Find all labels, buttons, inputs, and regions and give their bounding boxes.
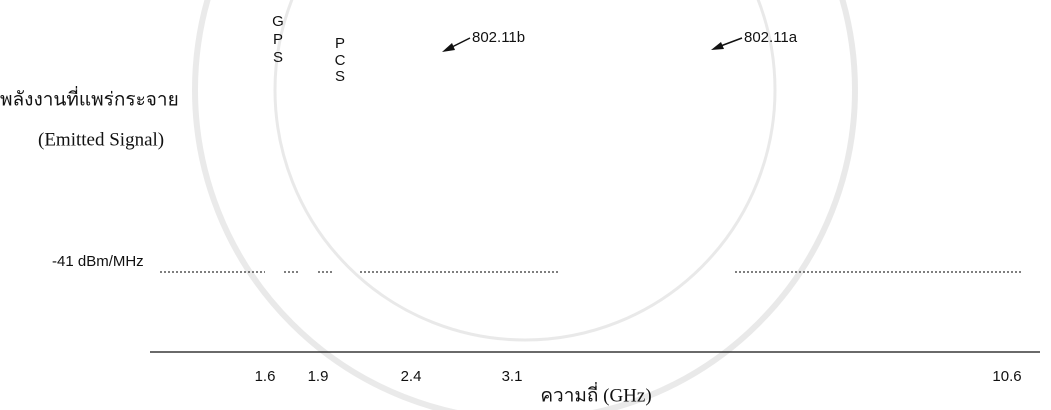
pcs-letter: P	[335, 35, 345, 52]
tick-label: 2.4	[401, 368, 422, 385]
power-label: พลังงานที่แพร่กระจาย	[0, 85, 179, 110]
gps-letter: P	[273, 31, 283, 48]
tick-label: 10.6	[992, 368, 1021, 385]
pcs-letter: C	[335, 52, 346, 69]
watermark	[195, 0, 855, 410]
pcs-letter: S	[335, 68, 345, 85]
arrow-head	[442, 43, 455, 52]
limit-label: -41 dBm/MHz	[52, 253, 144, 270]
diagram: พลังงานที่แพร่กระจาย (Emitted Signal) G …	[0, 0, 1051, 410]
gps-letter: G	[272, 13, 284, 30]
gps-letter: S	[273, 49, 283, 66]
arrow-head	[711, 42, 724, 50]
wifi-b-label: 802.11b	[472, 29, 525, 46]
wifi-a-label: 802.11a	[744, 29, 798, 46]
x-axis-title: ความถี่ (GHz)	[540, 381, 651, 406]
tick-label: 3.1	[502, 368, 523, 385]
emitted-label: (Emitted Signal)	[38, 129, 164, 150]
tick-label: 1.9	[308, 368, 329, 385]
tick-label: 1.6	[255, 368, 276, 385]
